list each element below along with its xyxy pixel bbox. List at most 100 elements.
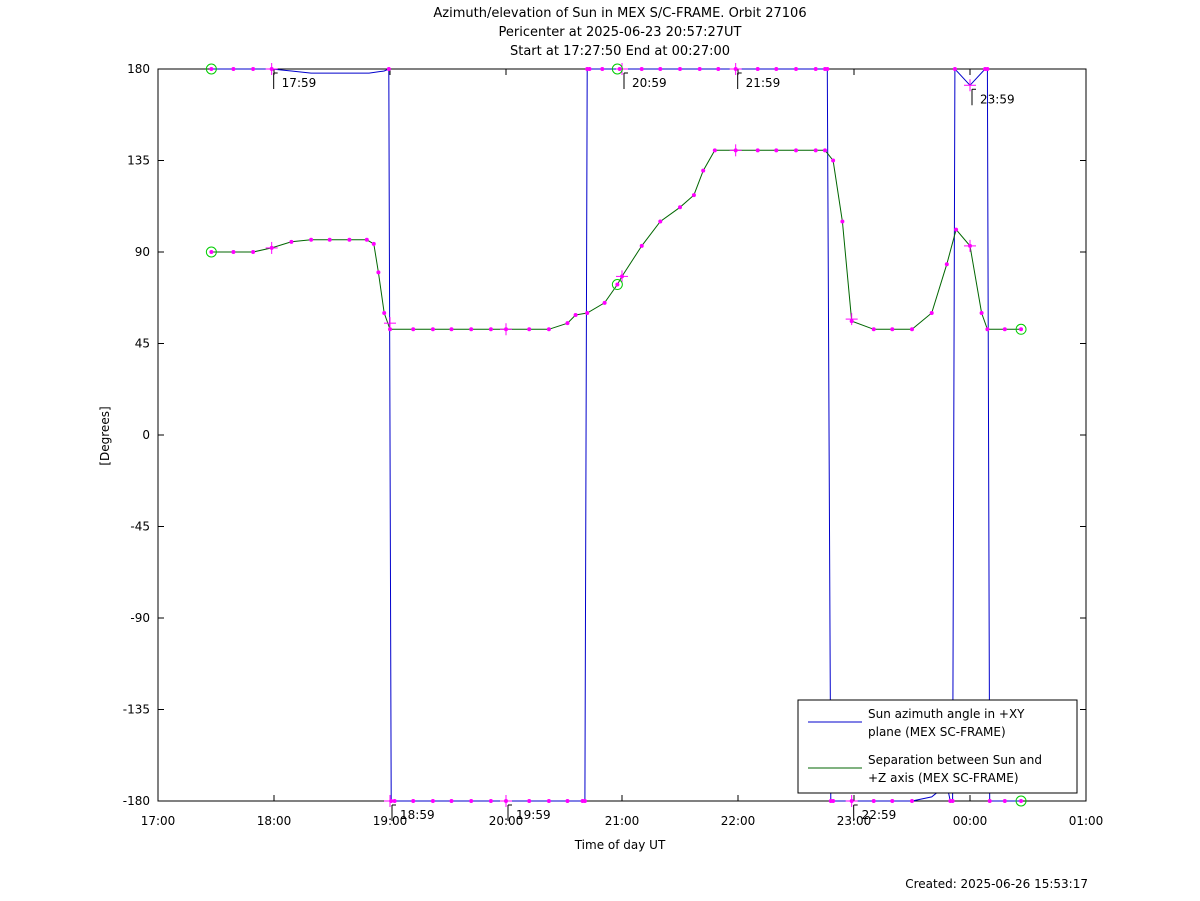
data-point — [469, 327, 474, 332]
pericenter-marker — [611, 63, 623, 75]
y-tick-label: 90 — [135, 245, 150, 259]
data-point — [823, 148, 827, 153]
y-tick-label: 0 — [142, 428, 150, 442]
data-point — [825, 67, 830, 71]
data-point — [411, 799, 416, 803]
data-point — [794, 148, 798, 153]
data-point — [364, 237, 369, 242]
y-tick-label: -135 — [123, 703, 150, 717]
x-tick-label: 17:00 — [141, 814, 176, 828]
annotation-label: 22:59 — [862, 808, 897, 822]
data-point — [813, 148, 818, 153]
data-point — [615, 282, 620, 287]
data-point — [840, 219, 845, 224]
data-point — [430, 327, 435, 332]
y-tick-label: -90 — [130, 611, 150, 625]
data-point — [910, 327, 914, 332]
data-point — [388, 327, 392, 332]
title-line: Pericenter at 2025-06-23 20:57:27UT — [498, 25, 741, 40]
data-point — [488, 327, 493, 332]
data-point — [774, 148, 779, 153]
created-timestamp: Created: 2025-06-26 15:53:17 — [905, 877, 1088, 891]
data-point — [585, 311, 590, 315]
data-point — [985, 67, 990, 71]
data-point — [602, 300, 607, 305]
plot-area — [157, 68, 1087, 802]
title-line: Start at 17:27:50 End at 00:27:00 — [510, 44, 730, 59]
legend-label: +Z axis (MEX SC-FRAME) — [868, 771, 1019, 785]
data-point — [469, 799, 474, 803]
pericenter-marker — [611, 279, 623, 291]
y-tick-label: 180 — [127, 62, 150, 76]
data-point — [376, 270, 381, 275]
chart-title: Azimuth/elevation of Sun in MEX S/C-FRAM… — [433, 6, 806, 59]
data-point — [697, 67, 702, 71]
data-point — [954, 227, 959, 232]
annotation-label: 17:59 — [282, 76, 317, 90]
data-point — [950, 799, 955, 803]
data-point — [871, 327, 876, 332]
data-point — [1002, 799, 1007, 803]
data-point — [890, 327, 895, 332]
data-point — [755, 67, 760, 71]
data-point — [430, 799, 435, 803]
y-tick-label: 135 — [127, 154, 150, 168]
y-tick-label: 45 — [135, 337, 150, 351]
x-tick-label: 20:00 — [489, 814, 524, 828]
data-point — [582, 799, 587, 803]
data-point — [658, 219, 663, 224]
data-point — [979, 311, 984, 315]
data-point — [231, 250, 236, 254]
data-point — [327, 237, 332, 242]
data-point — [289, 239, 294, 244]
marks — [205, 63, 1027, 807]
data-point — [565, 321, 570, 326]
y-axis-label: [Degrees] — [98, 406, 112, 465]
data-point — [386, 67, 391, 71]
data-point — [449, 799, 454, 803]
data-point — [813, 67, 818, 71]
data-point — [309, 237, 314, 242]
data-point — [890, 799, 895, 803]
data-point — [658, 67, 663, 71]
data-point — [716, 67, 721, 71]
annotation-label: 20:59 — [632, 76, 667, 90]
start-marker — [205, 246, 217, 258]
annotation-label: 23:59 — [980, 92, 1015, 106]
data-point — [546, 799, 551, 803]
data-point — [382, 311, 387, 315]
data-point — [600, 67, 605, 71]
time-annotations: 17:59 18:59 19:59 20:59 21:59 22:59 23:59 — [273, 72, 1015, 822]
start-marker — [205, 63, 217, 75]
data-point — [831, 799, 836, 803]
data-point — [831, 158, 836, 163]
data-point — [411, 327, 416, 332]
data-point — [987, 799, 992, 803]
y-tick-label: -180 — [123, 794, 150, 808]
data-point — [573, 313, 578, 318]
data-point — [944, 262, 949, 267]
data-point — [1019, 799, 1024, 803]
data-point — [251, 250, 256, 254]
data-point — [678, 205, 682, 210]
x-tick-label: 22:00 — [721, 814, 756, 828]
data-point — [231, 67, 236, 71]
data-point — [712, 148, 717, 153]
data-point — [1002, 327, 1007, 332]
data-point — [639, 67, 644, 71]
annotation-label: 21:59 — [746, 76, 781, 90]
legend-box — [797, 699, 1078, 794]
legend-label: Sun azimuth angle in +XY — [868, 707, 1025, 721]
data-point — [794, 67, 798, 71]
data-point — [527, 799, 532, 803]
data-point — [952, 67, 957, 71]
x-axis-label: Time of day UT — [574, 838, 666, 852]
legend-label: plane (MEX SC-FRAME) — [868, 725, 1006, 739]
data-point — [929, 311, 934, 315]
data-point — [527, 327, 532, 332]
data-point — [347, 237, 352, 242]
data-point — [371, 241, 376, 246]
annotation-label: 19:59 — [516, 808, 551, 822]
data-point — [871, 799, 876, 803]
